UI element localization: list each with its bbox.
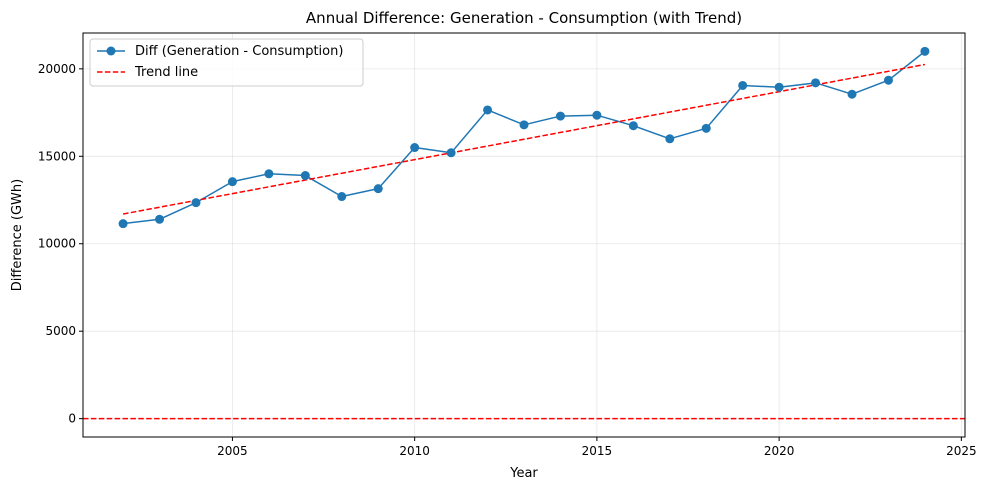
data-point: [592, 110, 602, 120]
data-point: [227, 177, 237, 187]
x-tick-label: 2015: [582, 444, 613, 458]
data-point: [555, 111, 565, 121]
data-point: [847, 89, 857, 99]
x-tick-label: 2010: [399, 444, 430, 458]
y-tick-label: 15000: [38, 149, 76, 163]
x-axis-title: Year: [509, 466, 538, 481]
y-axis-title: Difference (GWh): [10, 179, 25, 291]
y-tick-label: 20000: [38, 62, 76, 76]
data-point: [883, 75, 893, 85]
data-point: [155, 214, 165, 224]
y-tick-label: 0: [68, 412, 76, 426]
data-point: [811, 78, 821, 88]
axis-ticks: 2005 2010 2015 2020 2025 0 5000 10000 15000 20000: [38, 62, 977, 458]
series-trend-line: [122, 63, 926, 215]
data-point: [300, 171, 310, 181]
x-tick-label: 2005: [217, 444, 248, 458]
series-layer: [118, 46, 930, 229]
data-point: [628, 121, 638, 131]
legend: Diff (Generation - Consumption) Trend li…: [89, 38, 364, 87]
legend-marker-diff: [106, 46, 116, 56]
data-point: [920, 46, 930, 56]
data-point: [337, 192, 347, 202]
x-tick-label: 2025: [946, 444, 977, 458]
data-point: [519, 120, 529, 130]
data-point: [446, 148, 456, 158]
legend-box: [89, 38, 364, 87]
y-tick-label: 10000: [38, 237, 76, 251]
legend-label-diff: Diff (Generation - Consumption): [135, 44, 343, 59]
legend-label-trend: Trend line: [134, 65, 198, 80]
chart-title: Annual Difference: Generation - Consumpt…: [306, 9, 742, 27]
y-tick-label: 5000: [45, 324, 76, 338]
data-point: [191, 198, 201, 208]
data-point: [665, 134, 675, 144]
data-point: [410, 143, 420, 153]
data-point: [483, 105, 493, 115]
plot-frame: [82, 32, 966, 438]
data-point: [264, 169, 274, 179]
data-point: [774, 82, 784, 92]
data-point: [701, 123, 711, 133]
data-point: [118, 219, 128, 229]
gridlines: [83, 33, 965, 437]
data-point: [373, 184, 383, 194]
data-point: [738, 80, 748, 90]
x-tick-label: 2020: [764, 444, 795, 458]
